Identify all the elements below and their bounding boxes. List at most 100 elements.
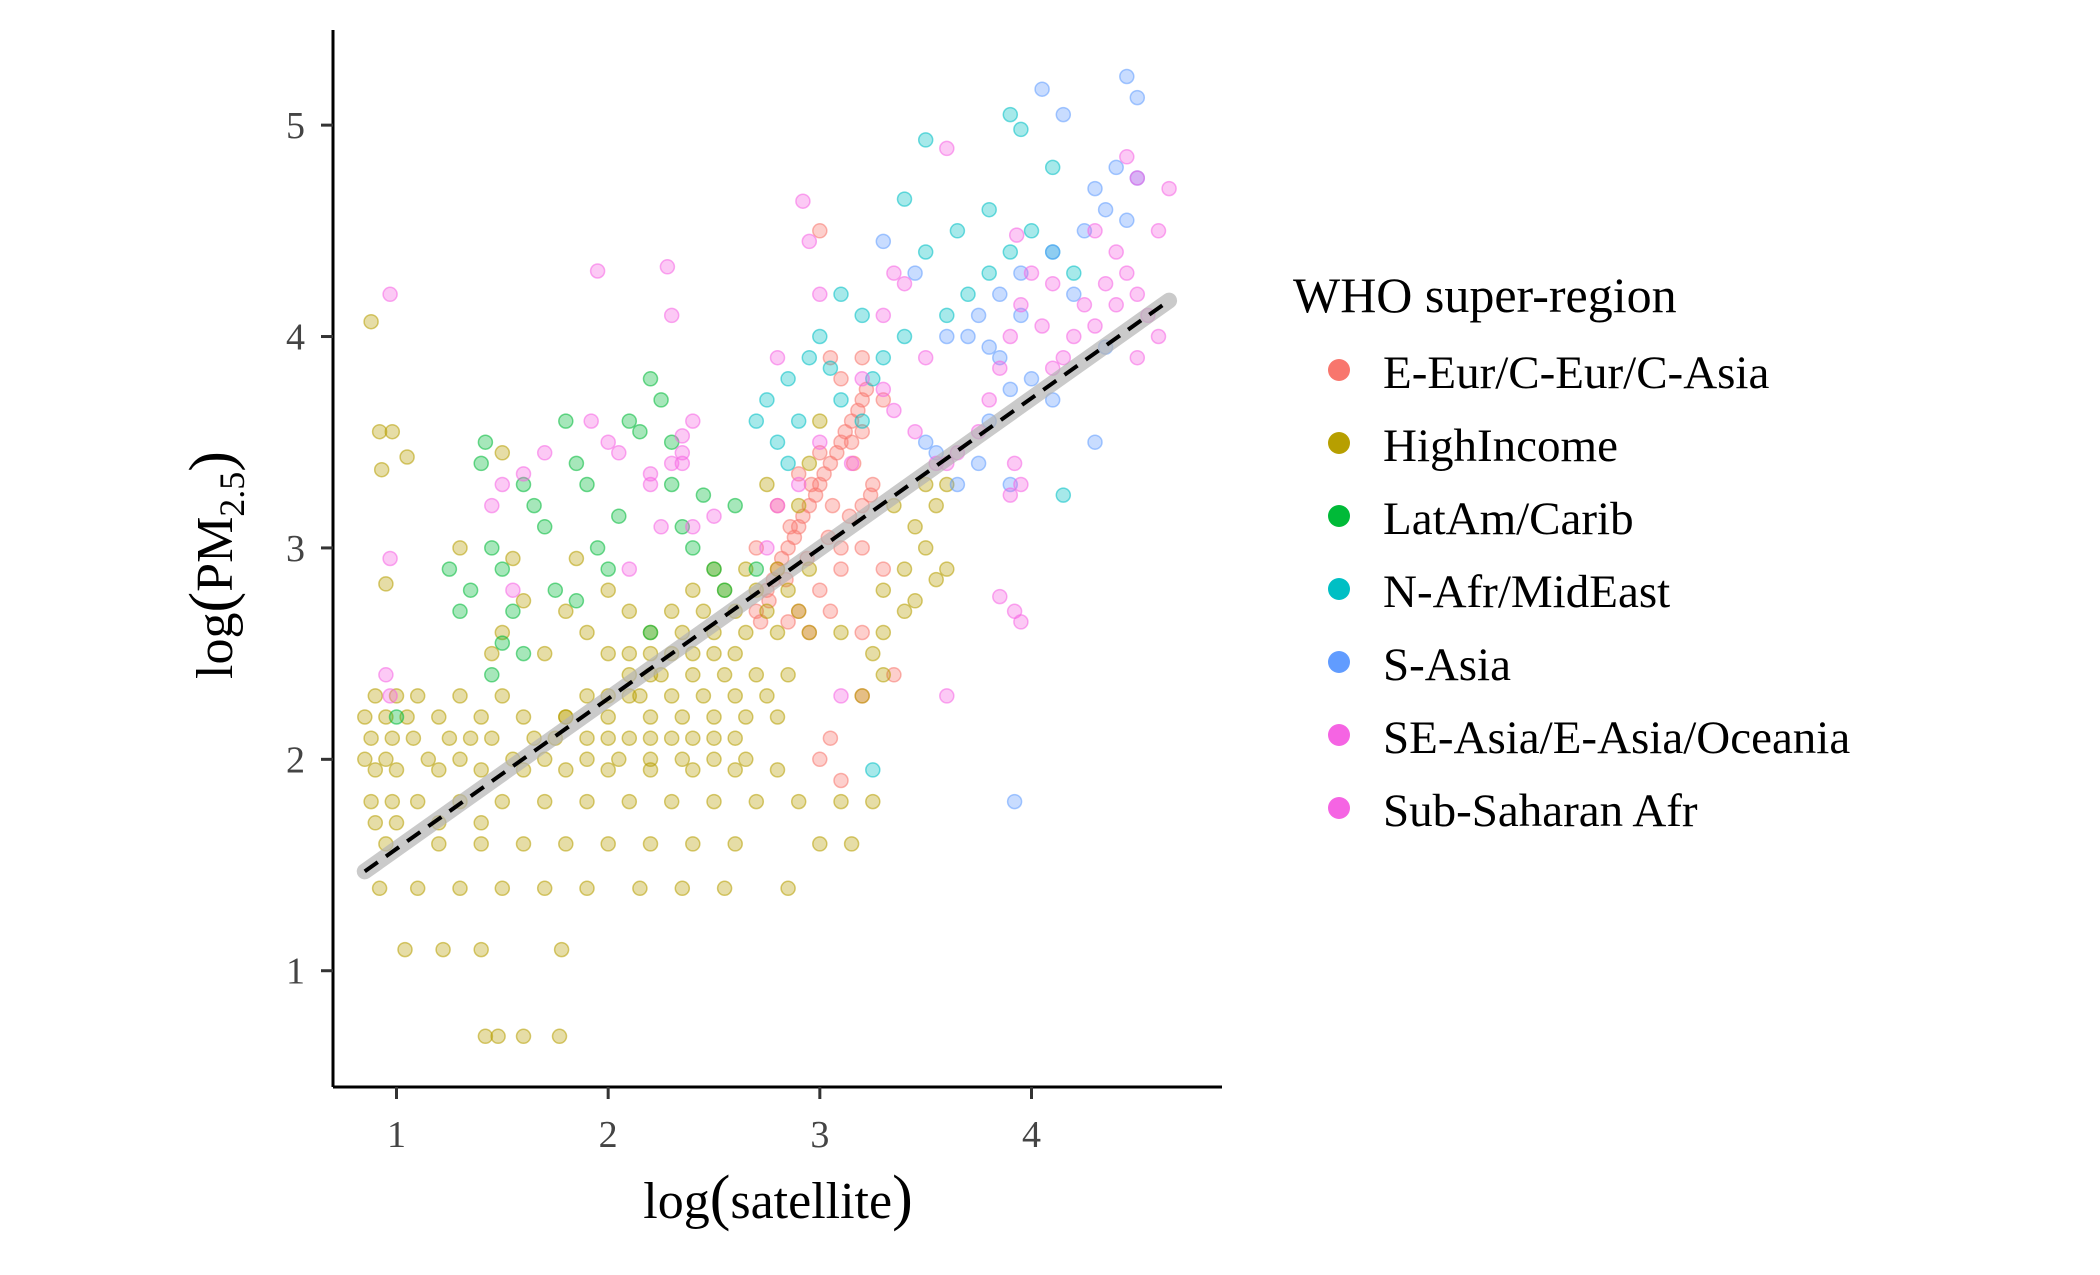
- data-point: [473, 836, 489, 852]
- data-point: [431, 709, 447, 725]
- data-point: [642, 836, 659, 852]
- data-point: [803, 476, 820, 493]
- data-point: [431, 836, 447, 852]
- data-point: [981, 339, 997, 355]
- data-point: [1119, 68, 1135, 85]
- data-point: [896, 275, 913, 292]
- data-point: [833, 286, 849, 303]
- data-point: [1002, 328, 1019, 345]
- data-point: [462, 582, 479, 598]
- data-point: [780, 667, 796, 683]
- data-point: [589, 263, 606, 279]
- data-point: [685, 667, 701, 683]
- series-sub-saharan-afr: [378, 140, 1029, 704]
- data-point: [484, 645, 500, 662]
- data-point: [558, 762, 574, 778]
- data-point: [378, 751, 394, 768]
- data-point: [431, 762, 447, 778]
- data-point: [1150, 328, 1167, 345]
- legend-key-n-afr-mideast: [1328, 578, 1350, 600]
- data-point: [695, 603, 712, 620]
- data-point: [600, 836, 616, 852]
- data-point: [473, 815, 489, 831]
- legend-key-se-asia-e-asia-oceania: [1328, 724, 1350, 746]
- y-axis-title-body: PM: [187, 517, 244, 592]
- data-point: [949, 223, 966, 239]
- data-point: [812, 836, 828, 852]
- data-point: [685, 540, 701, 556]
- legend-items: E-Eur/C-Eur/C-Asia HighIncome LatAm/Carib N…: [1328, 347, 1850, 837]
- data-point: [981, 392, 997, 408]
- data-point: [727, 836, 743, 852]
- data-point: [378, 667, 394, 683]
- data-point: [1129, 89, 1146, 106]
- data-point: [939, 561, 955, 577]
- data-point: [515, 593, 532, 609]
- data-point: [1023, 265, 1040, 281]
- data-point: [812, 751, 828, 768]
- data-point: [579, 730, 595, 746]
- data-point: [1129, 170, 1146, 186]
- data-point: [1002, 244, 1019, 260]
- data-point: [875, 667, 892, 683]
- data-point: [782, 519, 798, 535]
- data-point: [484, 540, 500, 556]
- data-point: [1013, 614, 1029, 630]
- data-point: [865, 793, 881, 810]
- data-point: [367, 815, 384, 831]
- data-point: [812, 434, 828, 450]
- data-point: [409, 688, 426, 704]
- data-point: [1023, 371, 1040, 387]
- data-point: [1108, 159, 1124, 176]
- data-point: [515, 476, 532, 493]
- data-point: [801, 349, 818, 366]
- data-point: [642, 751, 659, 768]
- data-point: [642, 476, 659, 493]
- data-point: [748, 667, 765, 683]
- data-point: [822, 349, 839, 366]
- legend-key-latam-carib: [1328, 505, 1350, 527]
- data-point: [780, 371, 796, 387]
- data-point: [357, 751, 373, 768]
- series-highincome: [357, 313, 955, 1045]
- data-point: [769, 624, 786, 641]
- data-point: [822, 360, 839, 376]
- data-point: [833, 392, 849, 408]
- data-point: [780, 455, 796, 472]
- data-point: [473, 709, 489, 725]
- data-point: [738, 624, 754, 641]
- data-point: [1055, 349, 1072, 366]
- data-point: [790, 793, 807, 810]
- y-axis-ticks: 1 2 3 4 5: [286, 105, 333, 993]
- data-point: [970, 307, 987, 324]
- data-point: [371, 423, 388, 440]
- data-point: [663, 455, 680, 472]
- data-point: [611, 445, 627, 461]
- data-point: [378, 576, 394, 592]
- data-point: [490, 1028, 506, 1045]
- data-point: [917, 434, 934, 450]
- data-point: [706, 751, 722, 768]
- data-point: [621, 561, 638, 577]
- legend-label-highincome: HighIncome: [1383, 420, 1618, 472]
- data-point: [769, 709, 786, 725]
- data-point: [382, 550, 398, 567]
- x-axis-ticks: 1 2 3 4: [387, 1087, 1041, 1156]
- data-point: [674, 751, 691, 768]
- data-point: [960, 286, 976, 303]
- data-point: [790, 466, 807, 482]
- data-point: [494, 476, 511, 493]
- x-axis-title-open-paren: (: [710, 1164, 731, 1232]
- legend-label-e-eur-c-eur-c-asia: E-Eur/C-Eur/C-Asia: [1383, 347, 1769, 399]
- data-point: [621, 793, 638, 810]
- data-point: [611, 751, 627, 768]
- data-point: [907, 265, 923, 281]
- data-point: [790, 603, 807, 620]
- data-point: [653, 519, 669, 535]
- data-point: [674, 428, 691, 444]
- y-tick-label: 3: [286, 528, 305, 570]
- data-point: [685, 836, 701, 852]
- data-point: [907, 423, 923, 440]
- data-point: [981, 201, 997, 218]
- data-point: [462, 730, 479, 746]
